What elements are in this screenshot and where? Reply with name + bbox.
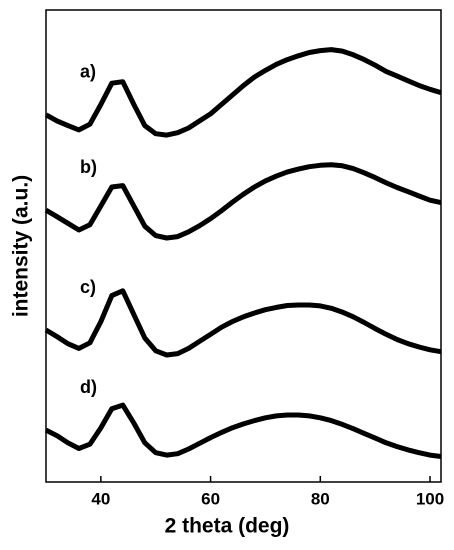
y-axis-label: intensity (a.u.) [10,175,33,317]
series-label: a) [80,62,96,82]
plot-frame [45,9,442,483]
series-line [44,288,442,358]
series-label: c) [80,277,96,297]
x-tick-label: 60 [201,489,220,508]
x-tick-label: 40 [91,489,110,508]
series-line [44,162,442,241]
series-line [44,47,442,138]
series-label: d) [80,377,97,397]
x-tick-label: 100 [416,489,444,508]
series-label: b) [80,157,97,177]
series-line [44,402,442,459]
x-tick-label: 80 [311,489,330,508]
x-axis-label: 2 theta (deg) [165,515,290,538]
